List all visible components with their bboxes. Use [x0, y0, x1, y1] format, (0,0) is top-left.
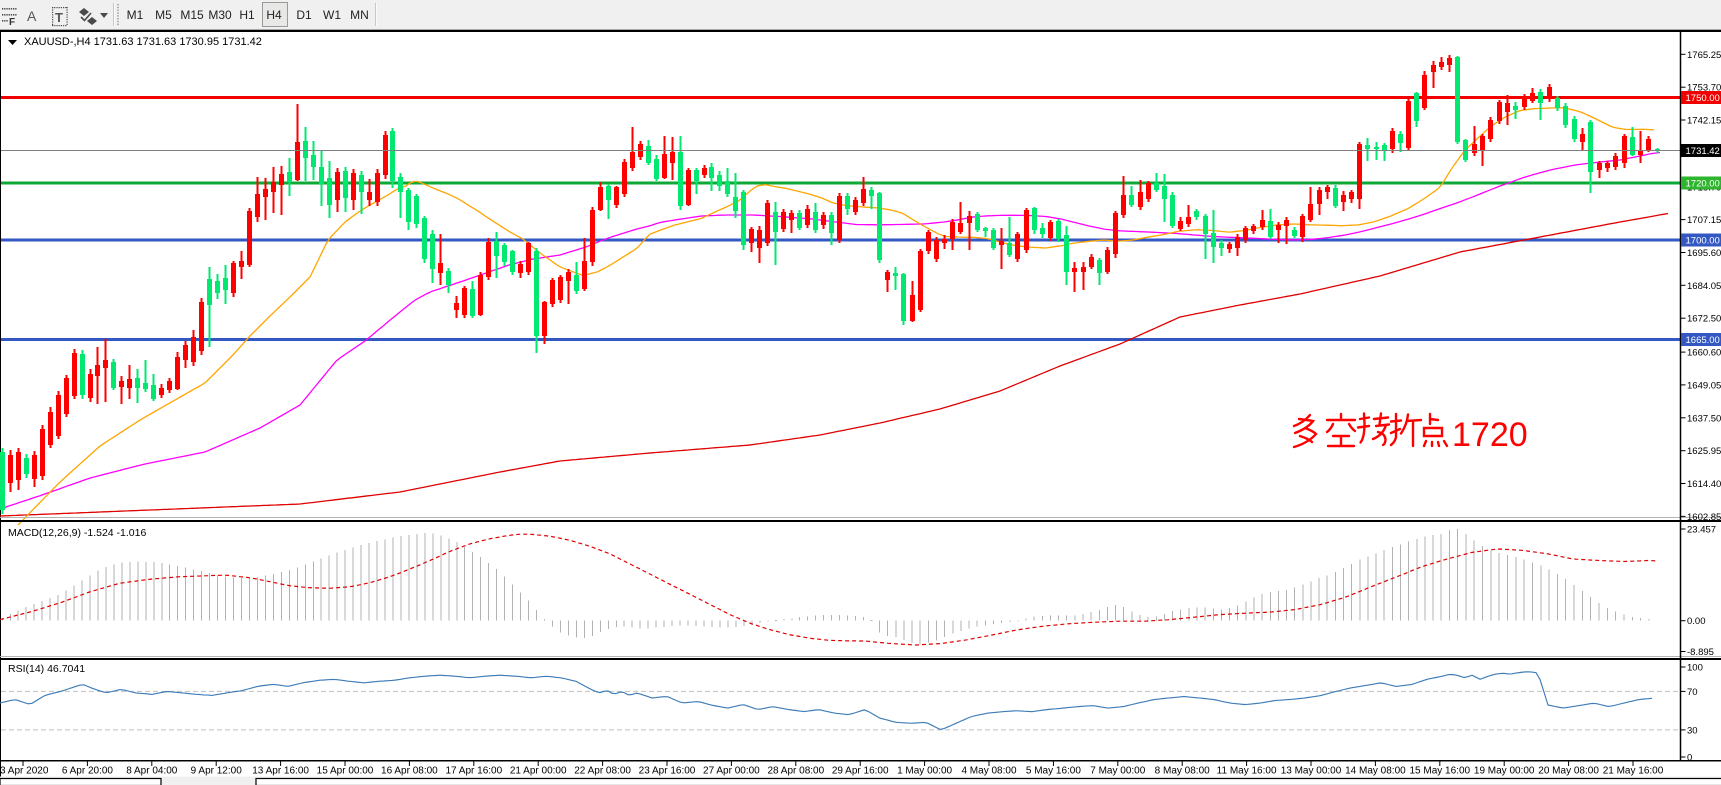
- svg-text:29 Apr 16:00: 29 Apr 16:00: [832, 766, 889, 777]
- svg-text:M15: M15: [180, 8, 204, 22]
- svg-text:7 May 00:00: 7 May 00:00: [1090, 766, 1145, 777]
- svg-text:21 Apr 00:00: 21 Apr 00:00: [510, 766, 567, 777]
- svg-text:17 Apr 16:00: 17 Apr 16:00: [445, 766, 502, 777]
- svg-text:16 Apr 08:00: 16 Apr 08:00: [381, 766, 438, 777]
- svg-text:1665.00: 1665.00: [1686, 335, 1720, 346]
- svg-text:1753.70: 1753.70: [1687, 83, 1721, 94]
- svg-text:1649.05: 1649.05: [1687, 380, 1721, 391]
- svg-text:M1: M1: [127, 8, 144, 22]
- svg-text:1602.85: 1602.85: [1687, 512, 1721, 523]
- svg-text:A: A: [27, 8, 37, 24]
- svg-text:1684.05: 1684.05: [1687, 281, 1721, 292]
- svg-text:M30: M30: [208, 8, 232, 22]
- svg-text:22 Apr 08:00: 22 Apr 08:00: [574, 766, 631, 777]
- svg-text:F: F: [9, 17, 15, 28]
- svg-text:1731.42: 1731.42: [1686, 146, 1720, 157]
- svg-text:30: 30: [1687, 725, 1698, 736]
- svg-text:70: 70: [1687, 687, 1698, 698]
- svg-text:1720.00: 1720.00: [1686, 179, 1720, 190]
- svg-text:14 May 08:00: 14 May 08:00: [1345, 766, 1406, 777]
- svg-text:1614.40: 1614.40: [1687, 479, 1721, 490]
- svg-text:H1: H1: [239, 8, 255, 22]
- svg-text:-8.895: -8.895: [1687, 647, 1714, 658]
- svg-text:W1: W1: [323, 8, 341, 22]
- svg-text:1700.00: 1700.00: [1686, 235, 1720, 246]
- svg-text:M5: M5: [155, 8, 172, 22]
- svg-text:1707.15: 1707.15: [1687, 215, 1721, 226]
- svg-text:0.00: 0.00: [1687, 616, 1706, 627]
- svg-text:1660.60: 1660.60: [1687, 348, 1721, 359]
- svg-text:XAUUSD-,H4 1731.63 1731.63 17: XAUUSD-,H4 1731.63 1731.63 1730.95 1731.…: [24, 36, 262, 48]
- svg-text:13 May 00:00: 13 May 00:00: [1281, 766, 1342, 777]
- svg-text:6 Apr 20:00: 6 Apr 20:00: [62, 766, 114, 777]
- svg-text:RSI(14) 46.7041: RSI(14) 46.7041: [8, 663, 85, 675]
- svg-text:MN: MN: [350, 8, 369, 22]
- svg-text:3 Apr 2020: 3 Apr 2020: [0, 766, 49, 777]
- svg-text:4 May 08:00: 4 May 08:00: [961, 766, 1016, 777]
- svg-text:0: 0: [1687, 753, 1692, 764]
- svg-text:11 May 16:00: 11 May 16:00: [1217, 766, 1277, 777]
- svg-text:1695.60: 1695.60: [1687, 248, 1721, 259]
- svg-text:1625.95: 1625.95: [1687, 446, 1721, 457]
- svg-text:T: T: [55, 10, 63, 25]
- svg-text:100: 100: [1687, 663, 1703, 674]
- svg-text:9 Apr 12:00: 9 Apr 12:00: [191, 766, 243, 777]
- svg-text:23.457: 23.457: [1687, 525, 1716, 536]
- svg-text:H4: H4: [266, 8, 282, 22]
- svg-text:8 Apr 04:00: 8 Apr 04:00: [126, 766, 178, 777]
- svg-text:D1: D1: [296, 8, 312, 22]
- svg-text:21 May 16:00: 21 May 16:00: [1603, 766, 1664, 777]
- svg-text:15 Apr 00:00: 15 Apr 00:00: [317, 766, 374, 777]
- svg-text:1720: 1720: [1452, 416, 1528, 454]
- svg-text:5 May 16:00: 5 May 16:00: [1026, 766, 1081, 777]
- svg-text:1637.50: 1637.50: [1687, 413, 1721, 424]
- svg-text:23 Apr 16:00: 23 Apr 16:00: [639, 766, 696, 777]
- svg-text:13 Apr 16:00: 13 Apr 16:00: [252, 766, 309, 777]
- svg-text:28 Apr 08:00: 28 Apr 08:00: [767, 766, 824, 777]
- svg-text:15 May 16:00: 15 May 16:00: [1409, 766, 1470, 777]
- svg-text:1742.15: 1742.15: [1687, 116, 1721, 127]
- svg-text:19 May 00:00: 19 May 00:00: [1474, 766, 1535, 777]
- svg-text:1765.25: 1765.25: [1687, 50, 1721, 61]
- svg-text:27 Apr 00:00: 27 Apr 00:00: [703, 766, 760, 777]
- svg-text:MACD(12,26,9) -1.524 -1.016: MACD(12,26,9) -1.524 -1.016: [8, 527, 146, 539]
- svg-text:1672.50: 1672.50: [1687, 314, 1721, 325]
- svg-text:8 May 08:00: 8 May 08:00: [1155, 766, 1210, 777]
- svg-text:1 May 00:00: 1 May 00:00: [897, 766, 952, 777]
- svg-text:1750.00: 1750.00: [1686, 93, 1720, 104]
- svg-text:20 May 08:00: 20 May 08:00: [1538, 766, 1599, 777]
